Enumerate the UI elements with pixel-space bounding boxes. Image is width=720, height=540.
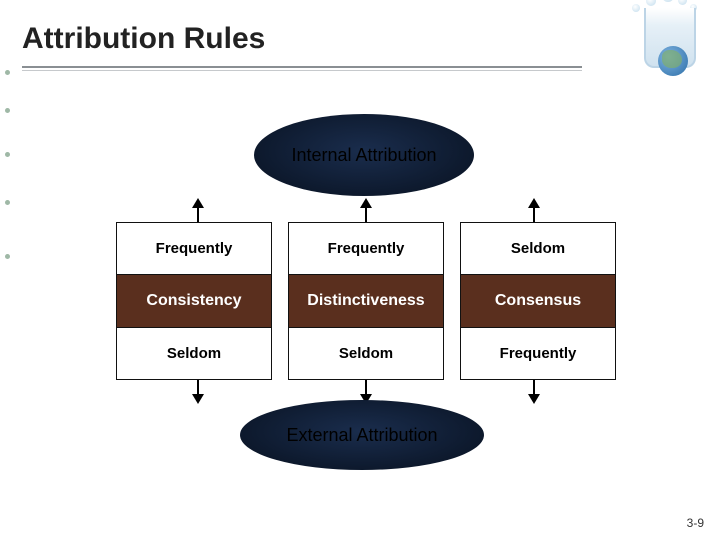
arrow-col2-to-internal (365, 206, 367, 222)
arrow-col3-to-internal (533, 206, 535, 222)
cell-distinctiveness-top: Frequently (289, 223, 443, 275)
column-distinctiveness: Frequently Distinctiveness Seldom (288, 222, 444, 380)
cell-consistency-bot: Seldom (117, 328, 271, 379)
slide-deco-left-dots (0, 60, 16, 360)
cell-consistency-top: Frequently (117, 223, 271, 275)
arrow-col1-to-internal (197, 206, 199, 222)
arrow-col1-to-external (197, 380, 199, 396)
arrow-col3-to-external (533, 380, 535, 396)
internal-attribution-label: Internal Attribution (285, 143, 442, 168)
cell-consensus-mid: Consensus (461, 275, 615, 327)
cell-consensus-top: Seldom (461, 223, 615, 275)
column-consistency: Frequently Consistency Seldom (116, 222, 272, 380)
attribution-factors-columns: Frequently Consistency Seldom Frequently… (116, 222, 616, 380)
arrow-col2-to-external (365, 380, 367, 396)
cell-distinctiveness-bot: Seldom (289, 328, 443, 379)
cell-consistency-mid: Consistency (117, 275, 271, 327)
cell-consensus-bot: Frequently (461, 328, 615, 379)
external-attribution-node: External Attribution (240, 400, 484, 470)
slide-title: Attribution Rules (22, 22, 265, 56)
cell-distinctiveness-mid: Distinctiveness (289, 275, 443, 327)
column-consensus: Seldom Consensus Frequently (460, 222, 616, 380)
title-underline-primary (22, 66, 582, 68)
external-attribution-label: External Attribution (280, 423, 443, 448)
title-underline-secondary (22, 70, 582, 71)
earth-globe-icon (658, 46, 688, 76)
internal-attribution-node: Internal Attribution (254, 114, 474, 196)
slide-number: 3-9 (687, 516, 704, 530)
slide-deco-corner-image (622, 0, 712, 84)
